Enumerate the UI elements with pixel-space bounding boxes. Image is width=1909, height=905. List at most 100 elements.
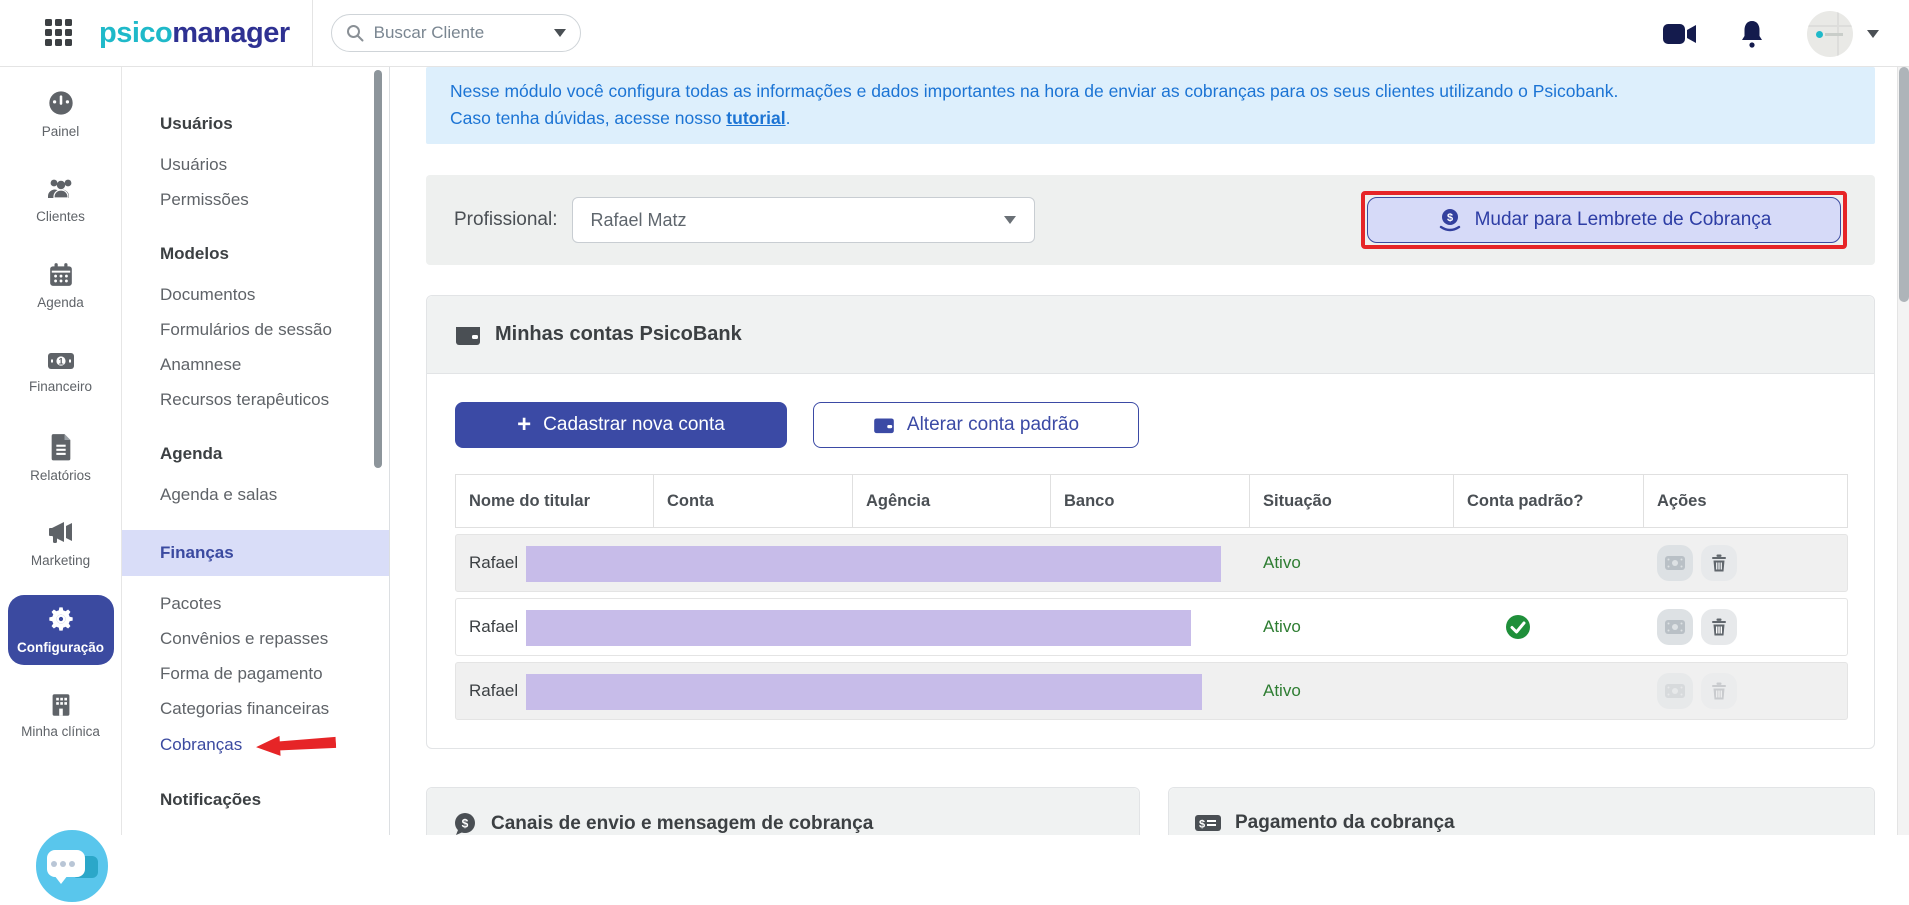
- professional-value: Rafael Matz: [590, 209, 687, 230]
- menu-item-anamnese[interactable]: Anamnese: [160, 354, 242, 374]
- menu-item-documentos[interactable]: Documentos: [160, 284, 256, 304]
- svg-text:1: 1: [58, 356, 63, 366]
- svg-text:$: $: [1199, 819, 1205, 831]
- change-default-label: Alterar conta padrão: [906, 414, 1080, 435]
- col-conta: Conta: [654, 475, 853, 527]
- account-detail-button[interactable]: [1657, 609, 1693, 645]
- sidebar-item-configuracao[interactable]: Configuração: [7, 595, 114, 665]
- banknote-icon: [1665, 684, 1685, 698]
- gear-icon: [48, 607, 73, 631]
- red-arrow-annotation: [256, 735, 337, 756]
- clients-icon: [47, 179, 71, 199]
- col-acoes: Ações: [1657, 491, 1707, 510]
- page-scrollbar[interactable]: [1897, 67, 1909, 835]
- chevron-down-icon: [1003, 216, 1016, 224]
- menu-item-pacotes[interactable]: Pacotes: [160, 593, 222, 613]
- plus-icon: +: [517, 411, 532, 438]
- page-scrollbar-thumb[interactable]: [1899, 67, 1909, 302]
- chevron-down-icon: [1867, 29, 1879, 38]
- redaction-bar: [526, 610, 1191, 646]
- menu-item-categorias-financeiras[interactable]: Categorias financeiras: [160, 698, 330, 718]
- svg-text:$: $: [1447, 212, 1453, 224]
- menu-item-usuarios[interactable]: Usuários: [160, 154, 228, 174]
- account-detail-button[interactable]: [1657, 673, 1693, 709]
- accounts-table: Nome do titular Conta Agência Banco Situ…: [455, 474, 1848, 720]
- client-search-input[interactable]: Buscar Cliente: [330, 14, 581, 52]
- menu-item-label: Cobranças: [160, 734, 243, 754]
- menu-item-agenda-e-salas[interactable]: Agenda e salas: [160, 484, 278, 504]
- logo-manager: manager: [172, 16, 290, 49]
- header-divider: [311, 0, 313, 67]
- sidebar-item-agenda[interactable]: Agenda: [8, 251, 114, 321]
- bell-icon[interactable]: [1739, 19, 1765, 49]
- menu-section-modelos: Modelos Documentos Formulários de sessão…: [160, 235, 389, 417]
- row-actions: [1644, 673, 1847, 709]
- accounts-card-title: Minhas contas PsicoBank: [495, 323, 742, 345]
- change-default-account-button[interactable]: Alterar conta padrão: [813, 402, 1139, 448]
- row-actions: [1644, 609, 1847, 645]
- megaphone-icon: [48, 522, 72, 543]
- apps-grid-icon[interactable]: [45, 19, 73, 47]
- account-detail-button[interactable]: [1657, 545, 1693, 581]
- building-icon: [52, 694, 69, 716]
- submenu-scrollbar[interactable]: [374, 70, 382, 468]
- menu-item-convenios-e-repasses[interactable]: Convênios e repasses: [160, 628, 329, 648]
- video-call-icon[interactable]: [1663, 22, 1697, 46]
- trash-icon: [1712, 682, 1726, 700]
- cell-holder-name: Rafael: [469, 553, 519, 572]
- red-highlight-annotation: $ Mudar para Lembrete de Cobrança: [1361, 191, 1847, 249]
- sidebar-item-marketing[interactable]: Marketing: [8, 509, 114, 579]
- cell-holder-name: Rafael: [469, 681, 519, 700]
- psicobank-accounts-card: Minhas contas PsicoBank + Cadastrar nova…: [426, 295, 1875, 749]
- redaction-bar: [526, 546, 1221, 582]
- search-placeholder: Buscar Cliente: [373, 23, 485, 42]
- chevron-down-icon: [553, 29, 566, 37]
- sidebar-item-relatorios[interactable]: Relatórios: [8, 423, 114, 493]
- settings-submenu: Usuários Usuários Permissões Modelos Doc…: [122, 67, 390, 835]
- sidebar-item-painel[interactable]: Painel: [8, 79, 114, 149]
- menu-section-notificacoes: Notificações: [160, 781, 389, 823]
- menu-section-title: Usuários: [160, 114, 233, 133]
- sidebar-item-minha-clinica[interactable]: Minha clínica: [8, 681, 114, 751]
- sidebar-item-label: Agenda: [37, 295, 84, 310]
- menu-item-recursos-terapeuticos[interactable]: Recursos terapêuticos: [160, 389, 330, 409]
- sidebar-item-label: Configuração: [16, 640, 104, 655]
- menu-item-permissoes[interactable]: Permissões: [160, 189, 249, 209]
- tutorial-link[interactable]: tutorial: [726, 108, 786, 128]
- support-chat-button[interactable]: [33, 827, 111, 905]
- add-account-button[interactable]: + Cadastrar nova conta: [455, 402, 787, 448]
- payment-card-title: Pagamento da cobrança: [1235, 812, 1455, 833]
- menu-section-financas: Finanças Pacotes Convênios e repasses Fo…: [122, 530, 389, 763]
- row-actions: [1644, 545, 1847, 581]
- menu-section-highlight: Finanças: [122, 530, 389, 576]
- col-nome-do-titular: Nome do titular: [456, 475, 654, 527]
- payment-icon: $: [1195, 815, 1221, 831]
- menu-item-cobrancas[interactable]: Cobranças: [160, 726, 389, 763]
- redaction-bar: [526, 674, 1202, 710]
- accounts-table-header: Nome do titular Conta Agência Banco Situ…: [455, 474, 1848, 528]
- table-row: Rafael Ativo: [455, 662, 1848, 720]
- coin-hand-icon: $: [1439, 209, 1460, 232]
- menu-item-formularios-de-sessao[interactable]: Formulários de sessão: [160, 319, 332, 339]
- sidebar-item-financeiro[interactable]: 1 Financeiro: [8, 337, 114, 407]
- delete-account-button[interactable]: [1701, 609, 1737, 645]
- change-to-reminder-button[interactable]: $ Mudar para Lembrete de Cobrança: [1367, 197, 1841, 243]
- change-button-label: Mudar para Lembrete de Cobrança: [1474, 209, 1772, 230]
- professional-select[interactable]: Rafael Matz: [571, 197, 1035, 243]
- avatar: [1807, 10, 1853, 57]
- menu-section-title: Modelos: [160, 244, 229, 263]
- delete-account-button[interactable]: [1701, 545, 1737, 581]
- delete-account-button[interactable]: [1701, 673, 1737, 709]
- col-conta-padrao: Conta padrão?: [1454, 475, 1644, 527]
- banner-line2: Caso tenha dúvidas, acesse nosso: [450, 108, 727, 128]
- user-menu[interactable]: [1807, 10, 1879, 57]
- sidebar-item-label: Marketing: [30, 553, 91, 568]
- table-row: Rafael Ativo: [455, 534, 1848, 592]
- menu-item-forma-de-pagamento[interactable]: Forma de pagamento: [160, 663, 323, 683]
- top-header: psicomanager Buscar Cliente: [0, 0, 1909, 67]
- menu-section-agenda: Agenda Agenda e salas: [160, 435, 389, 512]
- add-account-label: Cadastrar nova conta: [543, 414, 725, 435]
- sidebar-item-clientes[interactable]: Clientes: [8, 165, 114, 235]
- trash-icon: [1712, 554, 1726, 572]
- status-badge: Ativo: [1263, 617, 1301, 636]
